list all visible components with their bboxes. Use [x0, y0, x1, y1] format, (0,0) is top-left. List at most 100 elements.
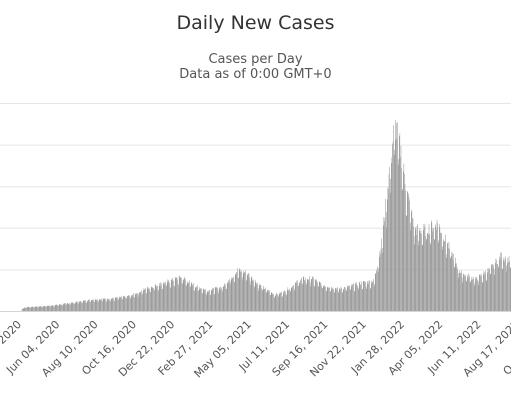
bar: [333, 293, 335, 311]
bar: [380, 254, 381, 311]
bar: [294, 282, 296, 311]
bar: [387, 199, 388, 311]
bar: [372, 281, 374, 311]
bar: [172, 277, 173, 311]
bar: [253, 280, 254, 311]
bar: [477, 285, 479, 311]
bar: [74, 303, 75, 311]
bar: [72, 302, 74, 311]
bar: [341, 292, 343, 311]
bar: [377, 266, 378, 311]
bar: [98, 299, 100, 311]
bar: [262, 285, 264, 311]
bar: [51, 305, 52, 311]
bar: [360, 284, 362, 311]
bar: [300, 280, 301, 311]
bar: [192, 286, 194, 311]
bar: [410, 222, 411, 311]
bar: [185, 279, 186, 311]
bar: [484, 272, 485, 311]
bar: [58, 304, 60, 311]
bar: [489, 268, 490, 311]
bar: [485, 270, 486, 311]
bar: [321, 286, 322, 311]
bar: [476, 276, 477, 311]
bar: [258, 283, 260, 311]
bar: [129, 298, 131, 311]
bar: [88, 300, 89, 311]
bar: [334, 291, 335, 311]
bar: [382, 247, 383, 311]
bar: [416, 234, 417, 311]
bar: [296, 283, 298, 311]
bar: [477, 280, 478, 311]
bar: [346, 285, 348, 311]
bar: [217, 287, 218, 311]
chart-subtitle: Cases per Day Data as of 0:00 GMT+0: [0, 52, 511, 82]
bar: [29, 307, 30, 311]
bar: [484, 274, 486, 311]
bar: [417, 245, 419, 311]
bar: [73, 304, 75, 311]
bar: [146, 288, 148, 311]
bar: [164, 283, 166, 311]
bar: [125, 298, 127, 311]
bar: [344, 287, 345, 311]
bar: [216, 287, 218, 311]
bar: [428, 223, 430, 311]
bar: [212, 287, 214, 311]
bar: [78, 302, 80, 311]
bar: [379, 251, 381, 311]
bar: [225, 285, 226, 311]
bar: [253, 287, 255, 311]
bar: [93, 299, 94, 311]
bar: [283, 291, 285, 311]
bar: [168, 279, 169, 311]
bar: [368, 280, 370, 311]
bar: [22, 308, 23, 311]
bar: [132, 294, 134, 311]
bar: [507, 258, 509, 311]
bar: [369, 288, 371, 311]
bar: [299, 282, 301, 311]
bar: [293, 290, 295, 311]
bar: [113, 300, 115, 311]
bar: [369, 280, 370, 311]
bar: [180, 276, 181, 311]
bar: [469, 275, 470, 311]
bar: [340, 289, 341, 311]
bar: [102, 299, 104, 311]
bar: [337, 287, 338, 311]
bar: [473, 277, 474, 311]
bar: [61, 305, 63, 311]
bar: [206, 295, 207, 311]
bar: [194, 286, 196, 311]
bar: [308, 279, 309, 311]
bar: [156, 285, 158, 311]
bar: [39, 306, 40, 311]
bar: [123, 296, 125, 311]
bar: [349, 289, 351, 311]
bar: [56, 305, 58, 311]
bar: [496, 264, 498, 311]
bar: [104, 298, 106, 311]
bar: [238, 268, 240, 311]
bar: [245, 269, 246, 311]
bar: [239, 269, 241, 311]
bar: [33, 306, 34, 311]
bar: [234, 273, 236, 311]
bar: [366, 280, 368, 311]
bar: [186, 281, 188, 311]
bar: [451, 255, 452, 311]
bar: [33, 307, 35, 311]
bar: [144, 289, 146, 311]
bar: [228, 281, 229, 311]
bar: [322, 287, 323, 311]
bar: [86, 301, 88, 311]
bar: [384, 221, 385, 311]
bar: [456, 263, 457, 311]
bar: [456, 266, 458, 311]
bar: [115, 297, 117, 311]
bar: [325, 290, 327, 311]
bar: [143, 288, 145, 311]
